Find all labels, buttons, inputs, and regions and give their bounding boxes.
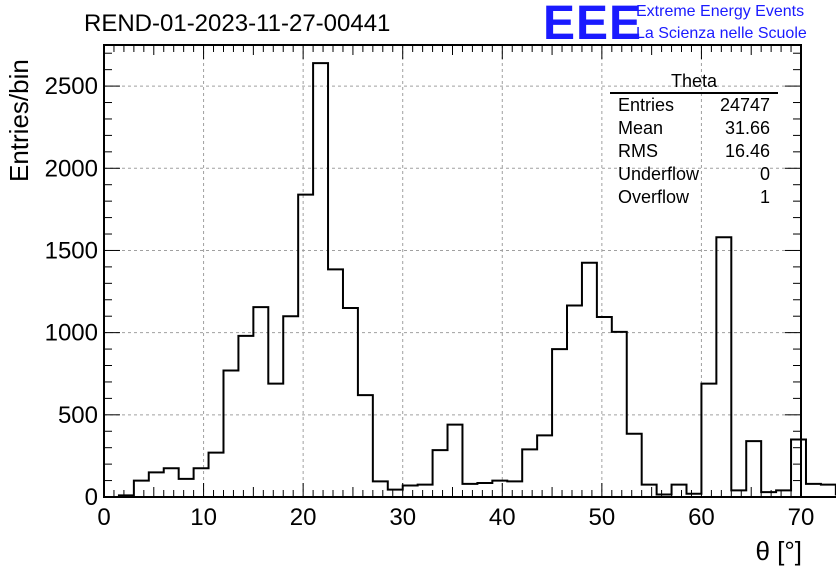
histogram-bin <box>746 441 761 497</box>
logo-tagline-1: Extreme Energy Events <box>636 3 805 20</box>
histogram-bin <box>448 425 463 497</box>
histogram-bin <box>552 349 567 497</box>
stats-label: RMS <box>618 141 658 161</box>
histogram-bin <box>223 370 238 497</box>
histogram-bin <box>194 468 209 497</box>
histogram-bars <box>104 62 836 498</box>
histogram-bin <box>238 336 253 497</box>
chart-title: REND-01-2023-11-27-00441 <box>84 10 391 37</box>
histogram-bin <box>343 308 358 497</box>
histogram-bin <box>716 237 731 497</box>
x-axis-label: θ [°] <box>755 536 802 566</box>
stats-value: 16.46 <box>724 141 770 161</box>
histogram-bin <box>672 485 687 497</box>
x-tick-label: 10 <box>190 504 217 531</box>
stats-row-mean: Mean 31.66 <box>610 117 778 140</box>
histogram-bin <box>209 453 224 497</box>
x-tick-label: 40 <box>489 504 516 531</box>
stats-label: Underflow <box>618 164 700 184</box>
stats-row-rms: RMS 16.46 <box>610 140 778 163</box>
x-tick-label: 60 <box>688 504 715 531</box>
histogram-bin <box>582 263 597 497</box>
x-tick-label: 50 <box>589 504 616 531</box>
grid-lines <box>104 45 801 497</box>
stats-row-entries: Entries 24747 <box>610 94 778 117</box>
y-tick-label: 0 <box>85 484 98 511</box>
stats-label: Entries <box>618 95 675 115</box>
histogram-bin <box>134 481 149 497</box>
y-tick-label: 1500 <box>45 237 98 264</box>
y-tick-label: 500 <box>58 402 98 429</box>
histogram-bin <box>477 483 492 497</box>
x-tick-label: 30 <box>389 504 416 531</box>
histogram-bin <box>313 63 328 497</box>
histogram-bin <box>492 481 507 497</box>
histogram-bin <box>597 317 612 497</box>
histogram-bin <box>642 485 657 497</box>
histogram-bin <box>418 485 433 497</box>
histogram-bin <box>298 195 313 497</box>
x-tick-label: 70 <box>788 504 815 531</box>
histogram-bin <box>164 468 179 497</box>
histogram-bin <box>283 316 298 497</box>
histogram-bin <box>806 484 821 497</box>
y-axis-label: Entries/bin <box>4 59 34 182</box>
x-tick-label: 0 <box>97 504 110 531</box>
stats-title: Theta <box>610 70 778 94</box>
histogram-bin <box>821 485 836 497</box>
stats-value: 24747 <box>719 95 770 115</box>
y-tick-label: 1000 <box>45 320 98 347</box>
y-tick-label: 2500 <box>45 73 98 100</box>
histogram-bin <box>358 395 373 497</box>
x-tick-label: 20 <box>290 504 317 531</box>
histogram-bin <box>403 485 418 497</box>
histogram-bin <box>149 472 164 497</box>
stats-value: 31.66 <box>724 118 770 138</box>
histogram-bin <box>433 450 448 497</box>
stats-label: Mean <box>618 118 664 138</box>
y-tick-label: 2000 <box>45 155 98 182</box>
histogram-bin <box>253 307 268 497</box>
histogram-bin <box>522 449 537 497</box>
histogram-bin <box>179 479 194 497</box>
stats-value: 1 <box>759 187 770 207</box>
histogram-bin <box>627 434 642 497</box>
histogram-bin <box>388 490 403 497</box>
histogram-bin <box>567 306 582 497</box>
stats-row-overflow: Overflow 1 <box>610 186 778 209</box>
histogram-bin <box>268 384 283 497</box>
histogram-bin <box>462 484 477 497</box>
histogram-outline <box>104 62 836 498</box>
stats-row-underflow: Underflow 0 <box>610 163 778 186</box>
histogram-bin <box>701 384 716 497</box>
logo-tagline-2: La Scienza nelle Scuole <box>636 25 807 42</box>
histogram-bin <box>328 269 343 497</box>
stats-box: Theta Entries 24747 Mean 31.66 RMS 16.46… <box>610 70 778 209</box>
stats-value: 0 <box>759 164 770 184</box>
eee-logo: EEE <box>543 0 643 50</box>
stats-label: Overflow <box>618 187 690 207</box>
histogram-bin <box>373 481 388 497</box>
histogram-bin <box>507 481 522 497</box>
histogram-bin <box>537 435 552 497</box>
